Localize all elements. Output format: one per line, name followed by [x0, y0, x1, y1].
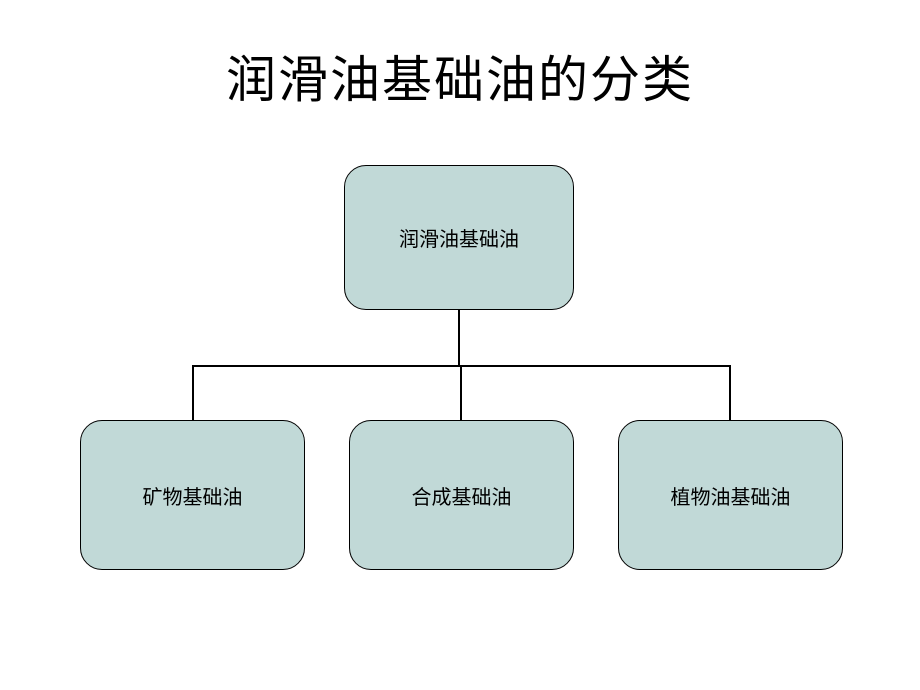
child-node-synthetic: 合成基础油 [349, 420, 574, 570]
child-node-label: 植物油基础油 [671, 481, 791, 510]
child-node-mineral: 矿物基础油 [80, 420, 305, 570]
root-node: 润滑油基础油 [344, 165, 574, 310]
root-node-label: 润滑油基础油 [399, 223, 519, 252]
child-node-label: 矿物基础油 [143, 481, 243, 510]
child-node-label: 合成基础油 [412, 481, 512, 510]
connector-child-drop [460, 365, 462, 420]
connector-root-drop [458, 310, 460, 365]
slide-title: 润滑油基础油的分类 [0, 40, 920, 112]
child-node-vegetable: 植物油基础油 [618, 420, 843, 570]
connector-child-drop [192, 365, 194, 420]
slide: 润滑油基础油的分类 润滑油基础油 矿物基础油 合成基础油 植物油基础油 [0, 0, 920, 690]
connector-child-drop [729, 365, 731, 420]
